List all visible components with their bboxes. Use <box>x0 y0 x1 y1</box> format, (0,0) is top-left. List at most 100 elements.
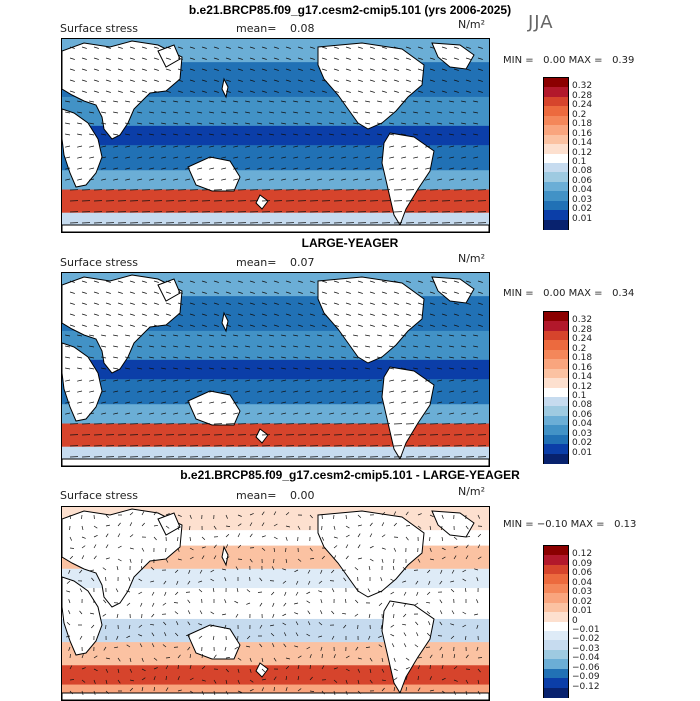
wind-stress-vector <box>430 537 431 541</box>
colorbar-swatch <box>544 388 568 398</box>
wind-stress-vector <box>178 537 179 541</box>
colorbar-swatch <box>544 369 568 379</box>
main-title: b.e21.BRCP85.f09_g17.cesm2-cmip5.101 (yr… <box>0 3 700 17</box>
colorbar-swatch <box>544 359 568 369</box>
colorbar-swatch <box>544 397 568 407</box>
panel-2-mean-value: 0.07 <box>290 256 315 269</box>
colorbar-swatch <box>544 350 568 360</box>
panel-2-mean-label: mean= <box>236 256 276 269</box>
colorbar-swatch <box>544 584 568 594</box>
panel-1-mean-value: 0.08 <box>290 22 315 35</box>
season-label: JJA <box>528 12 554 33</box>
colorbar-swatch <box>544 631 568 641</box>
colorbar-swatch <box>544 125 568 135</box>
colorbar-swatch <box>544 622 568 632</box>
wind-stress-vector <box>274 687 275 691</box>
colorbar-swatch <box>544 116 568 126</box>
panel-3-min-label: MIN = <box>503 519 534 530</box>
field-band <box>62 190 489 214</box>
wind-stress-vector <box>466 669 470 670</box>
colorbar-swatch <box>544 321 568 331</box>
panel-2-max-value: 0.34 <box>612 288 634 299</box>
wind-stress-vector <box>70 680 74 681</box>
colorbar-swatch <box>544 135 568 145</box>
colorbar-swatch <box>544 201 568 211</box>
colorbar-swatch <box>544 593 568 603</box>
wind-stress-vector <box>442 526 443 530</box>
colorbar-swatch <box>544 191 568 201</box>
wind-stress-vector <box>70 654 71 658</box>
colorbar-swatch <box>544 454 568 464</box>
wind-stress-vector <box>322 654 323 658</box>
colorbar-swatch <box>544 312 568 322</box>
wind-stress-vector <box>82 515 83 519</box>
wind-stress-vector <box>178 665 179 669</box>
panel-1-min-label: MIN = <box>503 55 534 66</box>
field-band <box>62 126 489 146</box>
colorbar-swatch <box>544 154 568 164</box>
wind-stress-vector <box>70 515 71 519</box>
wind-stress-vector <box>174 603 178 604</box>
continent-outline <box>62 225 489 232</box>
colorbar-swatch <box>544 574 568 584</box>
panel-1-range: MIN = 0.00 MAX = 0.39 <box>503 55 634 66</box>
wind-stress-vector <box>394 614 395 618</box>
wind-stress-vector <box>258 592 262 593</box>
colorbar-swatch <box>544 444 568 454</box>
colorbar-swatch <box>544 220 568 230</box>
field-band <box>62 360 489 380</box>
panel-2-max-label: MAX = <box>569 288 603 299</box>
colorbar-swatch <box>544 97 568 107</box>
panel-3-max-value: 0.13 <box>614 519 636 530</box>
colorbar-swatch <box>544 378 568 388</box>
colorbar-tick-label: 0.01 <box>572 214 592 224</box>
colorbar-swatch <box>544 678 568 688</box>
wind-stress-vector <box>238 636 239 640</box>
colorbar-swatch <box>544 650 568 660</box>
panel-2-min-label: MIN = <box>503 288 534 299</box>
colorbar-swatch <box>544 669 568 679</box>
colorbar-swatch <box>544 163 568 173</box>
panel-2-map-canvas <box>62 273 489 466</box>
panel-1-units: N/m² <box>458 18 485 31</box>
wind-stress-vector <box>106 577 107 581</box>
wind-stress-vector <box>274 559 275 563</box>
wind-stress-vector <box>430 665 431 669</box>
colorbar-swatch <box>544 425 568 435</box>
field-band <box>62 665 489 685</box>
colorbar-swatch <box>544 603 568 613</box>
colorbar-swatch <box>544 659 568 669</box>
colorbar-swatch <box>544 406 568 416</box>
wind-stress-vector <box>106 625 107 629</box>
panel-1-mean-label: mean= <box>236 22 276 35</box>
panel-1-map-canvas <box>62 39 489 232</box>
colorbar-swatch <box>544 546 568 556</box>
colorbar-swatch <box>544 555 568 565</box>
wind-stress-vector <box>70 548 74 549</box>
colorbar-swatch <box>544 78 568 88</box>
panel-1-map <box>61 38 490 233</box>
colorbar-swatch <box>544 340 568 350</box>
wind-stress-vector <box>166 658 170 659</box>
wind-stress-vector <box>466 537 470 538</box>
colorbar-swatch <box>544 106 568 116</box>
wind-stress-vector <box>286 548 287 552</box>
wind-stress-vector <box>478 658 482 659</box>
wind-stress-vector <box>334 515 335 519</box>
panel-2-variable-label: Surface stress <box>60 256 138 269</box>
panel-1-variable-label: Surface stress <box>60 22 138 35</box>
panel-2-range: MIN = 0.00 MAX = 0.34 <box>503 288 634 299</box>
panel-1-min-value: 0.00 <box>543 55 565 66</box>
continent-outline <box>62 693 489 700</box>
wind-stress-vector <box>190 526 191 530</box>
wind-stress-vector <box>166 676 167 680</box>
wind-stress-vector <box>94 599 95 603</box>
panel-2-title: LARGE-YEAGER <box>0 236 700 250</box>
field-band <box>62 424 489 448</box>
colorbar-tick-label: −0.12 <box>572 682 600 692</box>
panel-3-min-value: −0.10 <box>537 519 568 530</box>
colorbar-swatch <box>544 87 568 97</box>
colorbar-swatch <box>544 612 568 622</box>
